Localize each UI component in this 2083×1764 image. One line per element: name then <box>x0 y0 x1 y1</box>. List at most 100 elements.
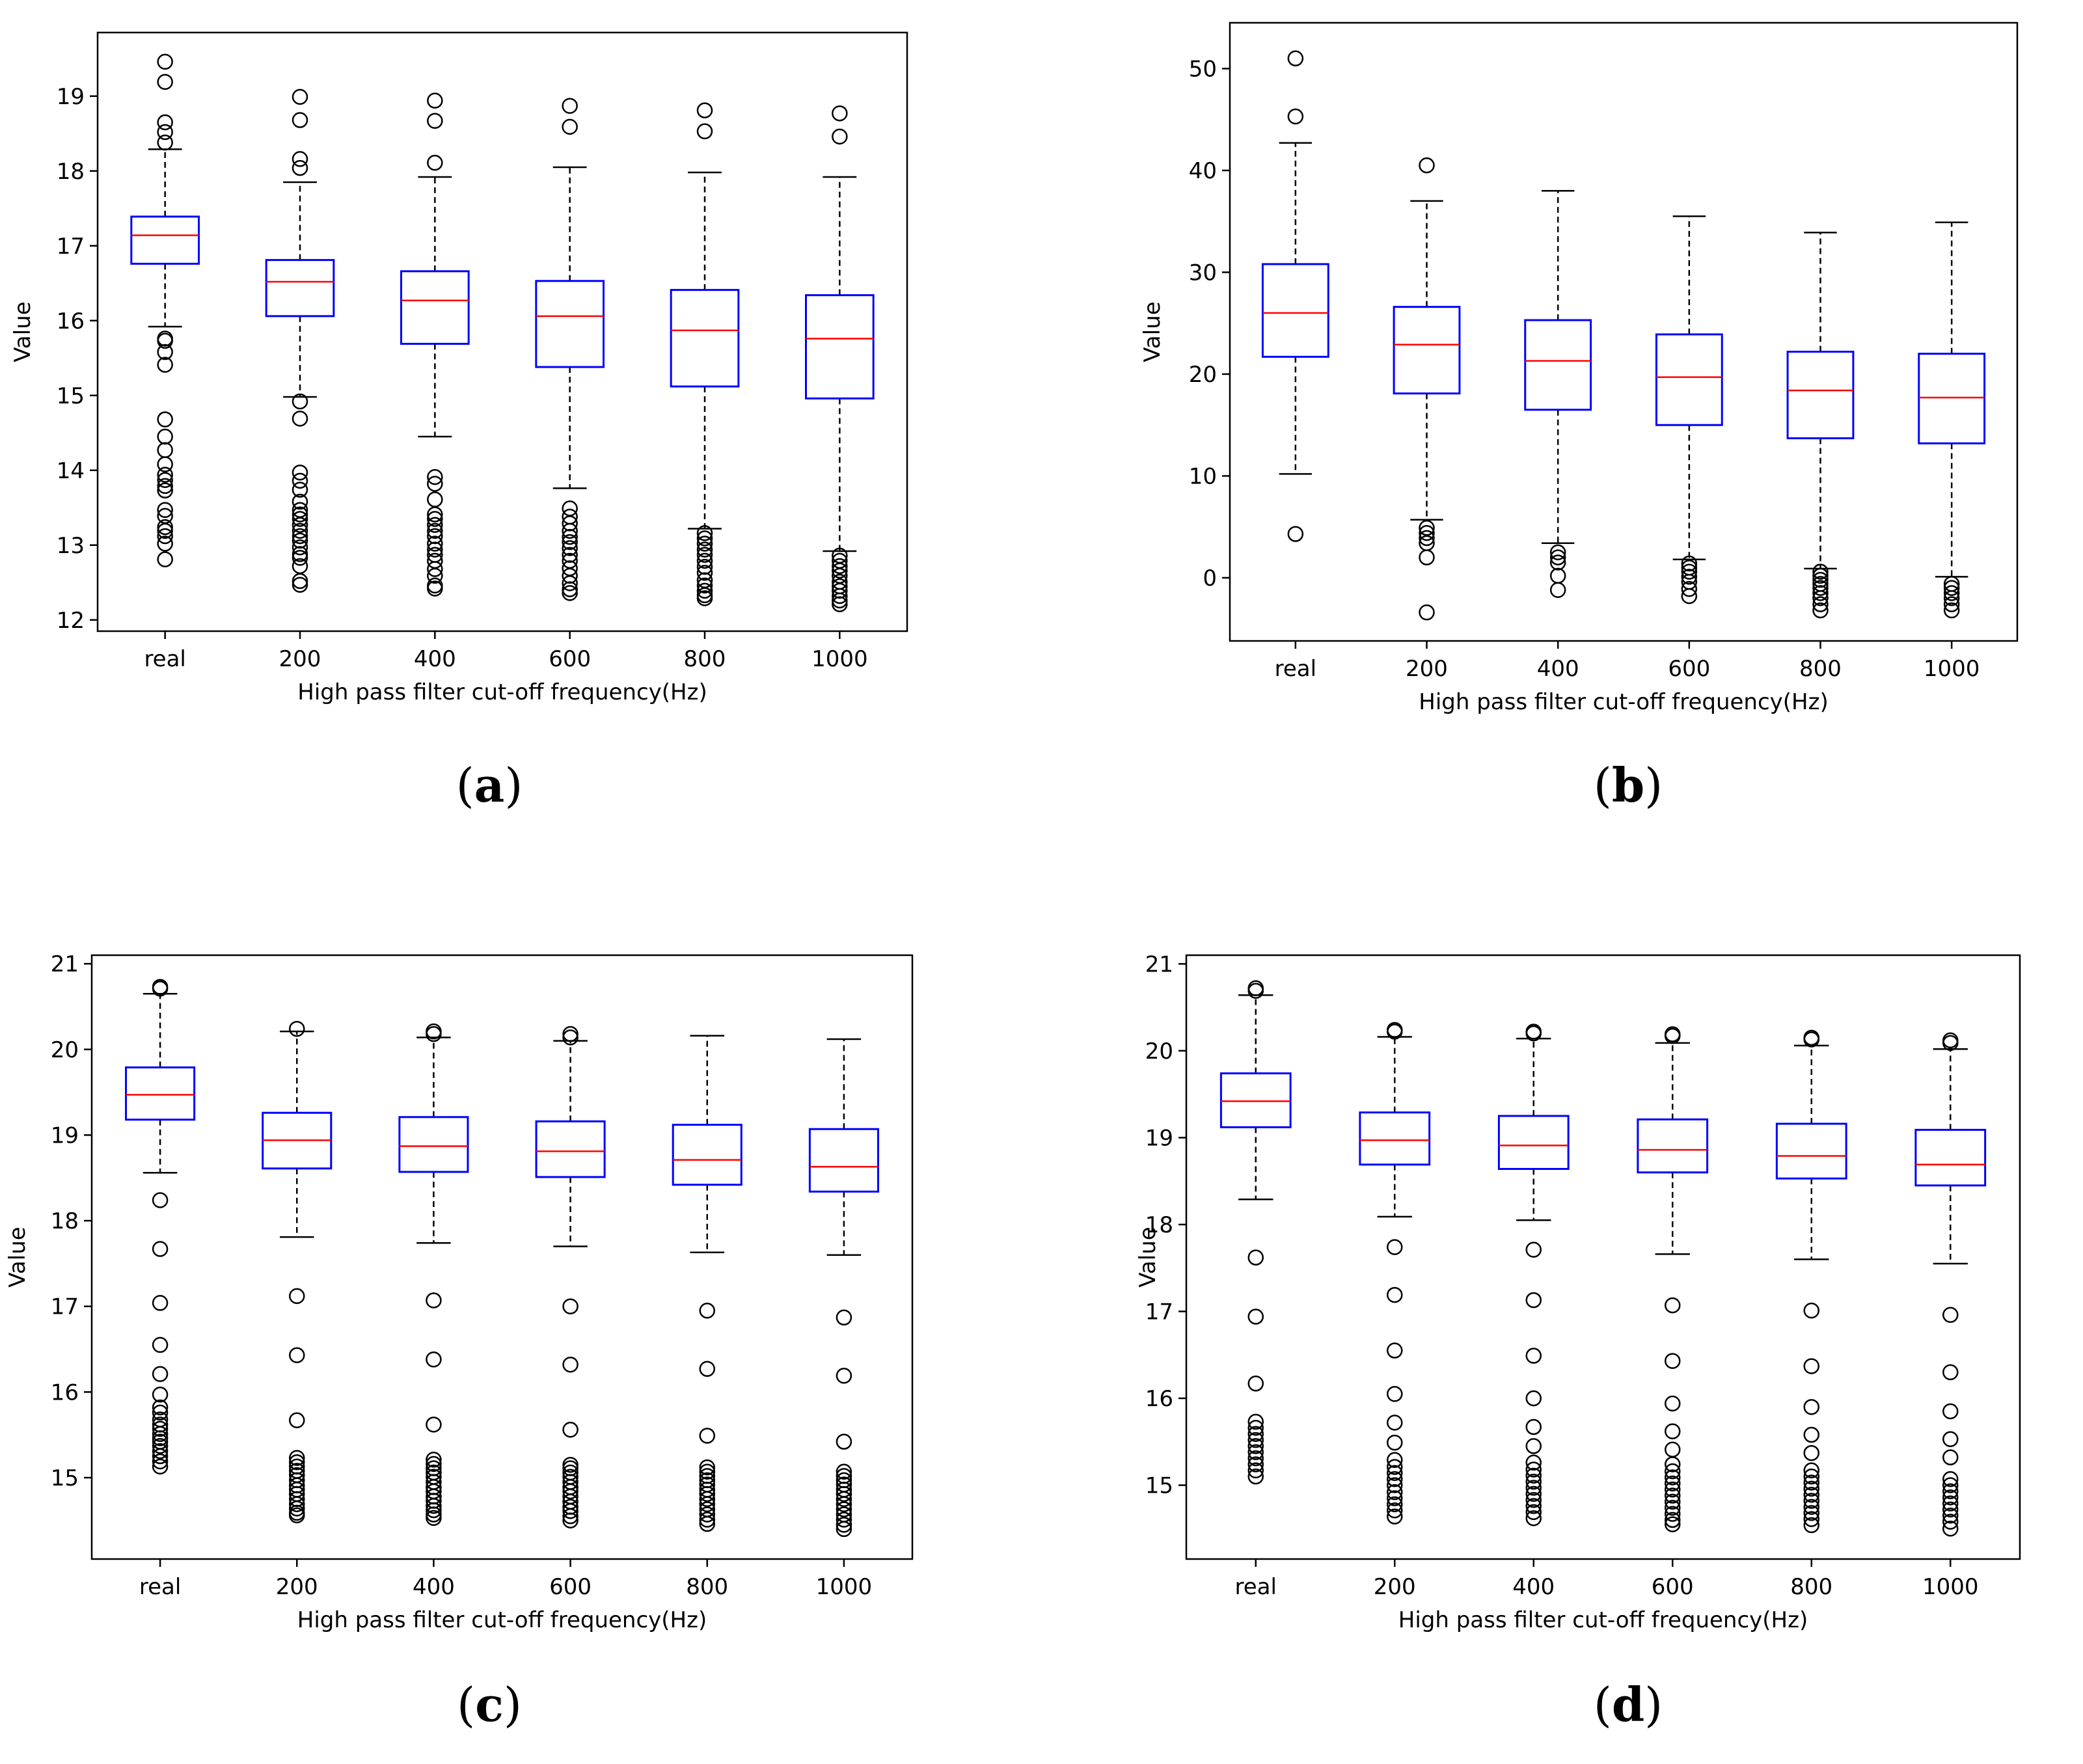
outlier-point <box>292 411 308 427</box>
outlier-point <box>832 588 848 604</box>
x-tick-label: real <box>139 1574 181 1600</box>
panel-caption: (c) <box>457 1677 522 1732</box>
outlier-point <box>1942 1431 1959 1447</box>
outlier-point <box>157 134 173 151</box>
box-group <box>1918 221 1986 619</box>
y-tick-label: 17 <box>1145 1299 1173 1325</box>
outlier-point <box>1943 596 1960 612</box>
outlier-point <box>836 1486 852 1502</box>
x-tick-label: 400 <box>1537 656 1579 682</box>
outlier-point <box>289 1020 305 1037</box>
outlier-point <box>562 540 578 556</box>
outlier-point <box>1287 50 1304 67</box>
outlier-point <box>157 74 173 90</box>
box-group <box>535 1025 606 1529</box>
y-tick-label: 10 <box>1189 463 1217 489</box>
y-axis-label: Value <box>1139 301 1165 362</box>
iqr-box <box>125 1066 196 1121</box>
iqr-box <box>1655 333 1723 426</box>
outlier-point <box>157 411 173 427</box>
outlier-point <box>562 547 578 563</box>
outlier-point <box>1665 1475 1681 1492</box>
outlier-point <box>157 456 173 472</box>
outlier-point <box>1247 1426 1264 1442</box>
outlier-point <box>427 517 443 533</box>
y-tick-label: 21 <box>1145 951 1173 977</box>
iqr-box <box>398 1116 469 1173</box>
outlier-point <box>1247 1468 1264 1485</box>
x-tick-label: 600 <box>1668 656 1710 682</box>
outlier-point <box>427 113 443 129</box>
outlier-point <box>427 491 443 508</box>
box-group <box>265 88 335 593</box>
outlier-point <box>836 1368 852 1384</box>
x-axis-label: High pass filter cut-off frequency(Hz) <box>297 1607 707 1633</box>
outlier-point <box>1287 108 1304 125</box>
box-group <box>400 92 470 597</box>
iqr-box <box>400 270 470 345</box>
outlier-point <box>426 1456 442 1472</box>
outlier-point <box>1247 1462 1264 1479</box>
outlier-point <box>1803 1504 1819 1521</box>
iqr-box <box>670 289 740 388</box>
outlier-point <box>699 1428 715 1444</box>
outlier-point <box>1387 1496 1403 1513</box>
iqr-box <box>808 1128 879 1193</box>
x-tick-label: 200 <box>276 1574 318 1600</box>
outlier-point <box>1665 1469 1681 1486</box>
y-tick-label: 15 <box>1145 1473 1173 1499</box>
outlier-point <box>1942 1501 1959 1518</box>
outlier-point <box>157 478 173 495</box>
outlier-point <box>152 1295 169 1311</box>
outlier-point <box>562 585 578 601</box>
outlier-point <box>1681 588 1698 604</box>
box-group <box>1497 1024 1570 1527</box>
outlier-point <box>1942 1307 1959 1323</box>
outlier-point <box>1387 1024 1403 1040</box>
iqr-box <box>1637 1118 1709 1174</box>
y-tick-label: 20 <box>1189 362 1217 388</box>
outlier-point <box>427 154 443 171</box>
outlier-point <box>426 1452 442 1468</box>
panel-caption-letter: c <box>475 1677 504 1732</box>
outlier-point <box>152 1241 169 1257</box>
outlier-point <box>1419 524 1435 541</box>
outlier-point <box>562 534 578 550</box>
outlier-point <box>157 502 173 518</box>
outlier-point <box>1525 1438 1542 1454</box>
outlier-point <box>292 464 308 481</box>
outlier-point <box>157 53 173 70</box>
outlier-point <box>1525 1467 1542 1484</box>
outlier-point <box>1247 1432 1264 1448</box>
y-tick-label: 13 <box>57 533 85 559</box>
outlier-point <box>289 1450 305 1466</box>
outlier-point <box>427 468 443 485</box>
outlier-point <box>1812 602 1829 619</box>
outlier-point <box>1419 520 1435 536</box>
outlier-point <box>1525 1454 1542 1471</box>
outlier-point <box>289 1507 305 1524</box>
outlier-point <box>152 1448 169 1465</box>
outlier-point <box>699 1491 715 1508</box>
outlier-point <box>426 1292 442 1309</box>
x-tick-label: 800 <box>686 1574 728 1600</box>
outlier-point <box>292 482 308 498</box>
outlier-point <box>427 577 443 594</box>
outlier-point <box>562 1483 579 1500</box>
outlier-point <box>292 546 308 562</box>
box-group <box>1786 232 1855 619</box>
outlier-point <box>1665 1456 1681 1472</box>
panel-caption-close: ) <box>504 1677 522 1732</box>
outlier-point <box>152 1366 169 1382</box>
panel-caption-open: ( <box>1594 1677 1612 1732</box>
outlier-point <box>1387 1286 1403 1303</box>
box-group <box>805 105 875 612</box>
outlier-point <box>1942 1471 1959 1487</box>
outlier-point <box>836 1463 852 1480</box>
x-tick-label: 400 <box>1512 1574 1555 1600</box>
outlier-point <box>152 1192 169 1208</box>
outlier-point <box>1287 526 1304 542</box>
x-tick-label: 800 <box>1799 656 1842 682</box>
outlier-point <box>292 506 308 522</box>
box-group <box>1359 1022 1431 1525</box>
